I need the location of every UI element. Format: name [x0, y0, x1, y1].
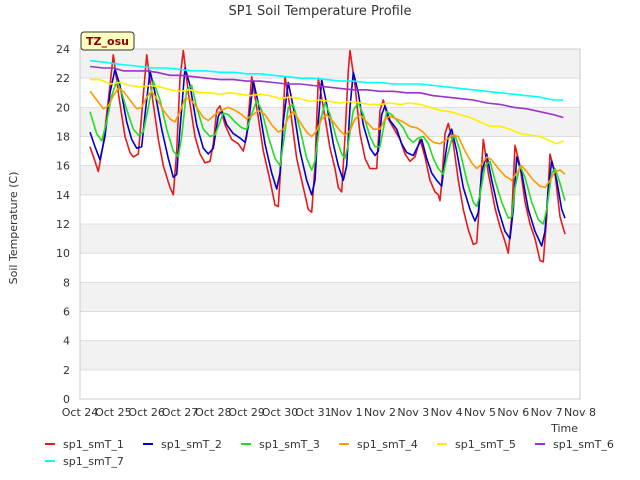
x-tick-label: Oct 27: [162, 406, 199, 419]
y-axis-label: Soil Temperature (C): [7, 172, 20, 285]
legend-label-sp1_smT_2: sp1_smT_2: [161, 438, 222, 451]
series-line-sp1_smT_4: [89, 87, 566, 189]
x-tick-label: Nov 6: [497, 406, 529, 419]
plot-frame: [79, 48, 581, 400]
grid-band: [80, 165, 580, 195]
y-tick-label: 6: [63, 306, 70, 319]
x-tick-label: Nov 3: [397, 406, 429, 419]
y-tick-label: 22: [56, 72, 70, 85]
x-tick-label: Nov 4: [431, 406, 463, 419]
x-tick-label: Oct 25: [95, 406, 132, 419]
x-tick-label: Oct 28: [195, 406, 232, 419]
y-tick-label: 20: [56, 101, 70, 114]
series-line-sp1_smT_3: [89, 80, 566, 225]
y-tick-label: 18: [56, 131, 70, 144]
series-line-sp1_smT_5: [90, 78, 564, 145]
series-line-sp1_smT_6: [89, 65, 564, 119]
annotation-box: TZ_osu: [80, 31, 135, 51]
y-tick-label: 4: [63, 335, 70, 348]
y-tick-label: 16: [56, 160, 70, 173]
y-tick-label: 10: [56, 247, 70, 260]
legend-label-sp1_smT_6: sp1_smT_6: [553, 438, 614, 451]
legend: sp1_smT_1 sp1_smT_2 sp1_smT_3 sp1_smT_4 sp1_…: [45, 438, 614, 468]
grid-band: [80, 282, 580, 312]
x-tick-label: Oct 31: [295, 406, 332, 419]
x-tick-label: Nov 5: [464, 406, 496, 419]
legend-label-sp1_smT_3: sp1_smT_3: [259, 438, 320, 451]
y-tick-label: 2: [63, 364, 70, 377]
chart-title: SP1 Soil Temperature Profile: [229, 4, 412, 19]
legend-label-sp1_smT_1: sp1_smT_1: [63, 438, 124, 451]
legend-label-sp1_smT_5: sp1_smT_5: [455, 438, 516, 451]
series-line-sp1_smT_1: [89, 49, 566, 263]
x-tick-label: Nov 8: [564, 406, 596, 419]
y-tick-label: 0: [63, 393, 70, 406]
legend-label-sp1_smT_4: sp1_smT_4: [357, 438, 418, 451]
series-layer: [89, 49, 566, 263]
y-tick-label: 8: [63, 276, 70, 289]
x-tick-label: Oct 26: [128, 406, 165, 419]
annotation-box-bg: [80, 31, 135, 51]
x-tick-label: Nov 2: [364, 406, 396, 419]
x-tick-label: Oct 30: [262, 406, 299, 419]
x-tick-label: Nov 1: [331, 406, 363, 419]
x-tick-label: Oct 24: [62, 406, 99, 419]
y-tick-label: 24: [56, 43, 70, 56]
x-tick-label: Oct 29: [228, 406, 265, 419]
y-tick-label: 12: [56, 218, 70, 231]
x-axis-label: Time: [550, 422, 578, 435]
series-line-sp1_smT_7: [89, 59, 564, 101]
grid-band: [80, 49, 580, 79]
grid-band: [80, 340, 580, 370]
y-tick-label: 14: [56, 189, 70, 202]
grid-band: [80, 224, 580, 254]
annotation-label: TZ_osu: [86, 35, 129, 48]
x-tick-label: Nov 7: [531, 406, 563, 419]
legend-label-sp1_smT_7: sp1_smT_7: [63, 455, 124, 468]
